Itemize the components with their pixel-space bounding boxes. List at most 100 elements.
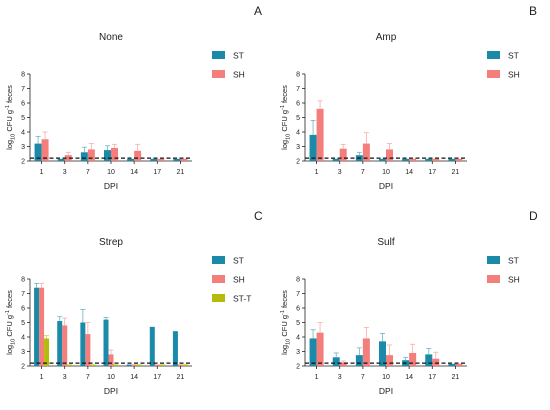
chart-title: None [99,32,123,43]
legend-label-sh: SH [508,70,520,80]
legend-label-st: ST [508,256,519,266]
x-tick-label: 10 [382,374,390,381]
y-tick-label: 6 [21,306,25,313]
bar-st [425,158,433,161]
panel-letter: B [529,4,537,18]
bar-st [402,158,410,161]
bar-st-t [113,364,119,366]
legend-label-sh: SH [508,275,520,285]
y-tick-label: 4 [296,130,300,137]
bar-st [309,338,317,366]
y-axis-label: log10 CFU g-1 feces [5,85,17,150]
bar-st [425,354,433,366]
legend-swatch-st [212,51,225,59]
y-tick-label: 5 [296,115,300,122]
x-tick-label: 21 [177,374,185,381]
x-axis-label: DPI [104,386,118,396]
legend-label-st: ST [508,51,519,61]
chart-title: Strep [99,237,123,248]
bar-sh [85,334,91,366]
y-axis-label: log10 CFU g-1 feces [280,290,292,355]
bar-st [34,287,40,366]
x-tick-label: 7 [86,169,90,176]
x-tick-label: 3 [338,169,342,176]
y-axis-label-part: -1 [280,105,286,110]
bar-sh [432,358,440,366]
y-tick-label: 8 [21,277,25,284]
legend-label-st: ST [233,256,244,266]
legend-swatch-sh [212,70,225,78]
x-tick-label: 10 [382,169,390,176]
bar-st [57,158,65,161]
bar-sh [134,150,142,161]
y-tick-label: 8 [296,277,300,284]
y-axis-label-part: 10 [11,134,17,140]
bar-sh [316,108,324,161]
x-axis-label: DPI [379,386,393,396]
y-tick-label: 5 [296,320,300,327]
y-tick-label: 4 [296,335,300,342]
legend-swatch-st [487,256,500,264]
x-tick-label: 14 [405,169,413,176]
legend-swatch-st-t [212,294,225,302]
bar-st [80,152,88,161]
bar-sh [362,338,370,366]
chart-title: Sulf [377,237,394,248]
y-tick-label: 7 [21,86,25,93]
y-tick-label: 4 [21,335,25,342]
y-axis-label-part: -1 [5,310,11,315]
y-axis-label-part: feces [5,85,14,105]
bar-st [104,150,111,161]
y-tick-label: 8 [21,72,25,79]
bar-st-t [159,364,165,366]
bar-st [172,331,178,366]
y-tick-label: 3 [296,349,300,356]
bar-st [150,158,158,161]
x-tick-label: 17 [428,169,436,176]
bar-st [57,321,63,366]
bar-sh [362,143,370,161]
legend-label-st-t: ST-T [233,294,251,304]
bar-sh [409,158,417,161]
y-axis-label-part: feces [280,290,289,310]
y-axis-label-part: CFU g [280,315,289,339]
bar-st [149,326,155,366]
bar-st [379,341,386,366]
bar-st [379,158,386,161]
y-tick-label: 2 [296,159,300,166]
x-tick-label: 14 [130,374,138,381]
y-axis-label-part: CFU g [280,110,289,134]
y-tick-label: 2 [296,364,300,371]
y-axis-label-part: log [280,140,289,150]
bar-sh [64,155,72,161]
bar-sh [316,332,324,366]
y-tick-label: 7 [296,291,300,298]
y-tick-label: 6 [21,101,25,108]
x-tick-label: 3 [63,169,67,176]
bar-st [355,355,363,366]
x-tick-label: 1 [40,169,44,176]
bar-sh [339,148,347,161]
y-axis-label-part: log [280,345,289,355]
panel-letter: A [254,4,262,18]
y-tick-label: 7 [21,291,25,298]
bar-sh [409,352,417,366]
bar-st [332,357,340,366]
y-tick-label: 3 [21,144,25,151]
y-tick-label: 7 [296,86,300,93]
bar-st [34,143,42,161]
bar-st [309,134,317,161]
chart-title: Amp [376,32,397,43]
y-tick-label: 8 [296,72,300,79]
bar-st [448,158,456,161]
y-tick-label: 6 [296,101,300,108]
y-axis-label-part: log [5,345,14,355]
legend-swatch-sh [487,70,500,78]
y-tick-label: 6 [296,306,300,313]
x-tick-label: 7 [361,169,365,176]
x-tick-label: 17 [153,374,161,381]
